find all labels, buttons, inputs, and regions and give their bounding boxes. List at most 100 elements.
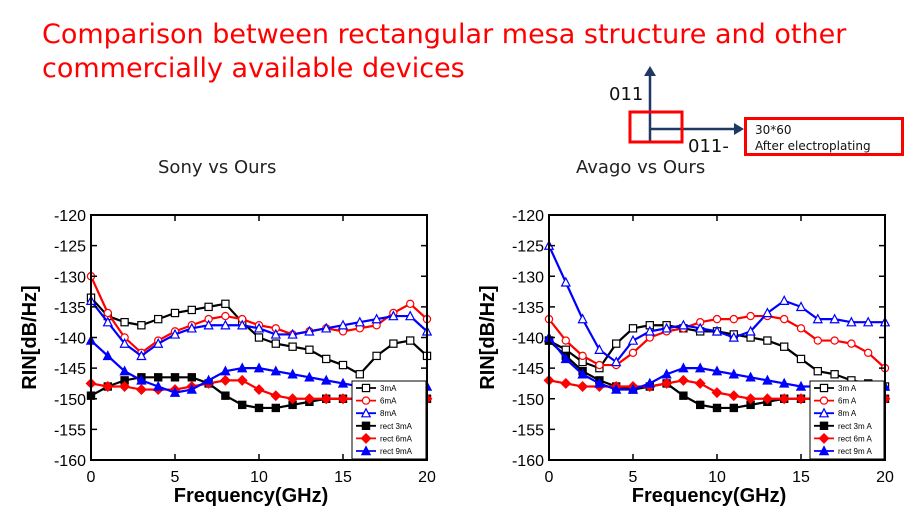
series-6-point-14: [779, 377, 790, 388]
series-5-point-8: [219, 374, 231, 386]
legend-label-6: rect 9m A: [838, 447, 872, 456]
series-3-point-17: [829, 313, 840, 324]
legend-label-4: rect 3mA: [380, 422, 413, 431]
series-3-point-12: [287, 328, 298, 339]
legend-marker-3: [818, 407, 830, 418]
x-tick-label-1: 5: [629, 469, 638, 486]
series-5-point-10: [711, 387, 723, 399]
series-2-point-12: [746, 311, 755, 321]
series-1-point-4: [154, 314, 163, 324]
series-3-point-2: [577, 313, 588, 324]
series-2-point-1: [103, 308, 113, 318]
series-3-point-9: [695, 322, 706, 333]
series-6-point-7: [203, 374, 214, 385]
series-1-point-17: [830, 370, 839, 379]
series-6-point-3: [136, 374, 147, 385]
legend-marker-6: [360, 445, 372, 456]
series-5-point-15: [337, 393, 349, 405]
series-1-point-19: [406, 336, 415, 345]
series-6-point-14: [321, 374, 332, 385]
y-tick-label-3: -135: [512, 300, 544, 317]
series-3-point-18: [846, 316, 857, 327]
x-tick-label-3: 15: [792, 469, 810, 486]
series-6-point-7: [661, 368, 672, 379]
series-5-point-1: [560, 377, 572, 389]
series-4-point-8: [679, 391, 688, 400]
series-4-point-9: [696, 400, 705, 410]
legend-label-4: rect 3m A: [838, 422, 872, 431]
series-5-point-2: [577, 381, 589, 392]
series-2-point-2: [578, 351, 587, 361]
subtitle-avago: Avago vs Ours: [576, 157, 706, 178]
device-note-box: 30*60 After electroplating: [744, 117, 904, 156]
series-3-point-5: [169, 328, 181, 339]
series-3-point-15: [795, 301, 807, 312]
series-5-point-13: [303, 393, 315, 405]
orientation-label-up: 011: [609, 84, 644, 105]
series-1-point-8: [221, 299, 230, 309]
series-2-point-19: [864, 348, 873, 358]
y-tick-label-5: -145: [54, 361, 86, 378]
series-2-point-11: [729, 314, 738, 324]
y-tick-label-2: -130: [512, 269, 544, 286]
series-2-point-8: [221, 311, 230, 321]
series-3-point-3: [136, 350, 147, 361]
legend-box: [809, 380, 885, 460]
series-6-point-2: [577, 368, 588, 379]
mesa-rectangle: [628, 110, 684, 144]
series-6-point-15: [337, 377, 349, 388]
series-4-point-6: [187, 373, 196, 382]
series-1-point-15: [796, 354, 806, 364]
series-3-point-16: [812, 313, 823, 324]
series-2-point-14: [780, 314, 789, 324]
series-6-point-5: [169, 386, 181, 397]
legend-label-1: 3mA: [380, 384, 397, 393]
series-5-point-9: [236, 374, 248, 386]
series-6-point-13: [762, 374, 773, 385]
y-axis-label: RIN[dB/Hz]: [477, 285, 499, 389]
series-6-point-4: [611, 383, 622, 394]
series-3-point-1: [560, 276, 571, 287]
series-3-point-6: [186, 322, 197, 333]
series-1-point-4: [612, 339, 621, 348]
series-1-point-3: [137, 321, 146, 330]
series-6-point-15: [795, 380, 807, 391]
series-3-point-5: [627, 334, 639, 345]
legend: 3mA 6mA 8mA rect 3mA rect 6mA rect 9mA: [351, 380, 427, 460]
series-1-point-5: [170, 308, 180, 318]
series-1-point-2: [120, 317, 129, 327]
series-1-point-5: [628, 324, 638, 333]
series-2-point-5: [628, 348, 638, 358]
legend-marker-2: [819, 396, 829, 405]
series-2: [86, 272, 432, 358]
series-6-point-5: [627, 383, 639, 394]
x-tick-label-1: 5: [171, 469, 180, 486]
series-2-point-18: [847, 339, 856, 348]
series-5-point-7: [661, 377, 673, 389]
series-2-point-10: [712, 314, 722, 324]
series-6-point-8: [220, 365, 231, 376]
legend-marker-1: [819, 383, 829, 393]
series-5-point-14: [778, 393, 790, 405]
series-1-point-6: [187, 305, 196, 315]
y-tick-label-1: -125: [54, 239, 86, 256]
title-line-1: Comparison between rectangular mesa stru…: [42, 19, 847, 50]
series-2-point-16: [813, 336, 822, 345]
x-axis-label: Frequency(GHz): [632, 485, 786, 507]
series-3: [543, 239, 891, 367]
series-3-point-11: [270, 328, 281, 339]
series-6-point-12: [745, 371, 756, 382]
y-tick-label-3: -135: [54, 300, 86, 317]
x-tick-label-2: 10: [250, 469, 268, 486]
y-tick-label-4: -140: [512, 331, 544, 348]
title-line-2: commercially available devices: [42, 53, 465, 84]
legend: 3m A 6m A 8m A rect 3m A rect 6m A rect 9m A: [809, 380, 885, 460]
note-size: 30*60: [755, 123, 792, 137]
series-4-point-9: [238, 400, 247, 410]
x-tick-label-2: 10: [708, 469, 726, 486]
series-6-point-2: [119, 365, 130, 376]
series-4-point-10: [712, 403, 722, 413]
legend-label-2: 6mA: [380, 397, 397, 406]
series-4-point-10: [254, 403, 264, 413]
y-tick-label-4: -140: [54, 331, 86, 348]
